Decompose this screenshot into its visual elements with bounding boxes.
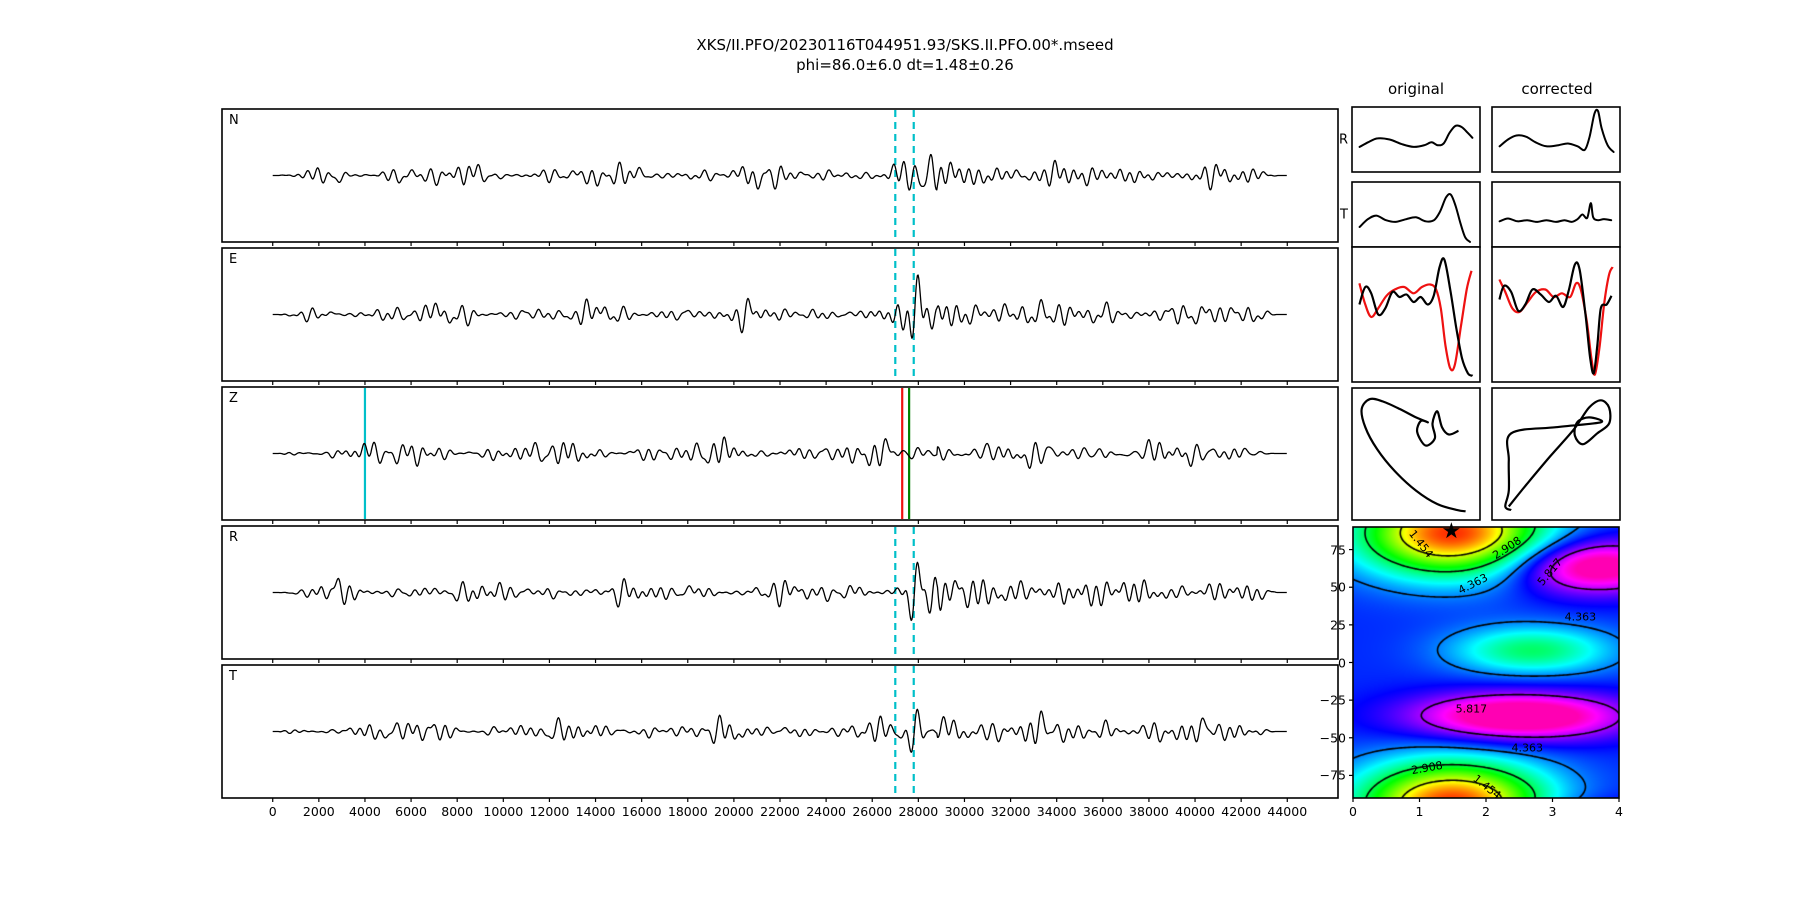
particle-motion-panel-corrected bbox=[1491, 387, 1621, 521]
pulse-curve-R-original bbox=[1358, 124, 1474, 148]
pulse-panel-T-corrected bbox=[1491, 181, 1621, 248]
pulse-curve-T-original bbox=[1358, 193, 1471, 243]
particle-motion-curve-original bbox=[1360, 397, 1466, 513]
pulse-panel-T-original bbox=[1351, 181, 1481, 248]
column-header-original: original bbox=[1387, 80, 1445, 98]
pulse-panel-R-corrected bbox=[1491, 106, 1621, 173]
seismogram-trace-T bbox=[272, 708, 1287, 753]
comparison-black-original bbox=[1358, 257, 1474, 377]
comparison-black-corrected bbox=[1498, 261, 1613, 375]
particle-motion-panel-original bbox=[1351, 387, 1481, 521]
seismogram-trace-Z bbox=[272, 436, 1287, 469]
column-header-corrected: corrected bbox=[1521, 80, 1593, 98]
seismogram-trace-E bbox=[272, 274, 1287, 339]
seismogram-trace-N bbox=[272, 153, 1287, 191]
pulse-curve-R-corrected bbox=[1498, 108, 1615, 153]
waveform-panel-frame-R bbox=[221, 525, 1339, 660]
energy-map-frame bbox=[1352, 526, 1620, 799]
seismogram-trace-R bbox=[272, 561, 1287, 622]
comparison-panel-original bbox=[1351, 246, 1481, 383]
figure-subtitle: phi=86.0±6.0 dt=1.48±0.26 bbox=[796, 56, 1014, 74]
figure-title: XKS/II.PFO/20230116T044951.93/SKS.II.PFO… bbox=[696, 36, 1114, 54]
pulse-panel-R-original bbox=[1351, 106, 1481, 173]
particle-motion-curve-corrected bbox=[1504, 399, 1612, 512]
energy-map-heatmap bbox=[1353, 527, 1619, 798]
pulse-curve-T-corrected bbox=[1498, 202, 1613, 223]
comparison-red-original bbox=[1358, 270, 1473, 372]
